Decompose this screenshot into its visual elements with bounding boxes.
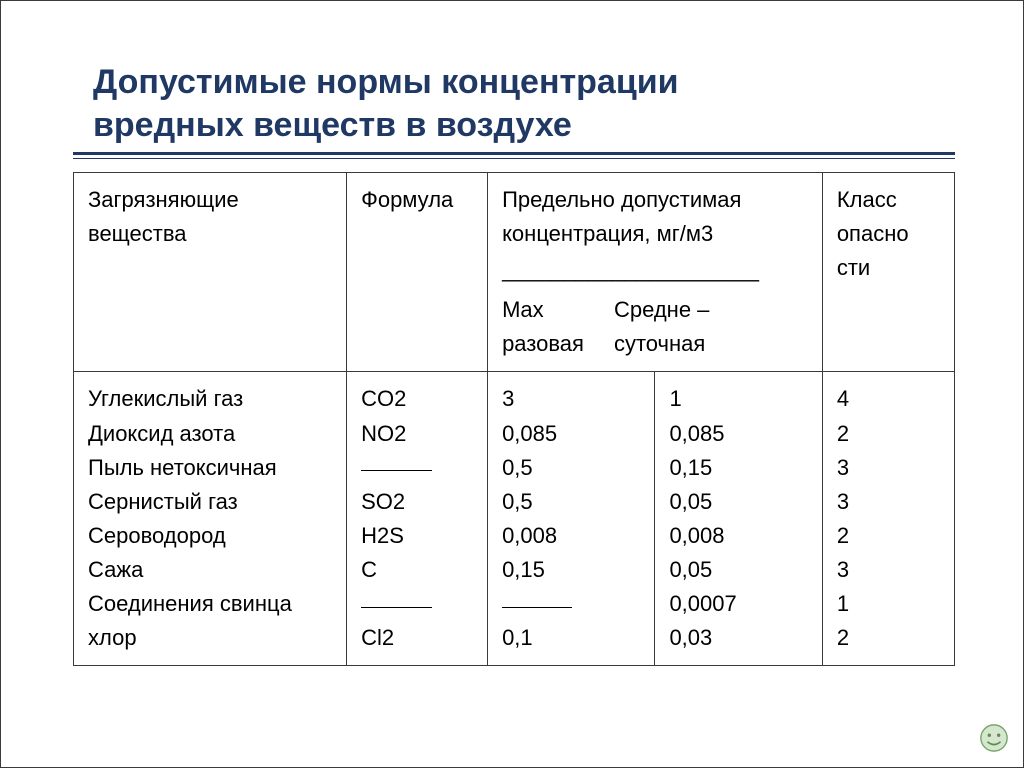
cell-value <box>361 587 475 621</box>
cell-value <box>502 587 642 621</box>
header-conc-max-l1: Max <box>502 293 584 327</box>
cell-value: 4 <box>837 382 942 416</box>
cell-value: Углекислый газ <box>88 382 334 416</box>
header-conc-subcols: Max разовая Средне – суточная <box>502 293 810 361</box>
cell-value: 0,05 <box>669 485 809 519</box>
cell-formulas: CO2NO2 SO2H2SC Cl2 <box>347 372 488 666</box>
header-concentration: Предельно допустимая концентрация, мг/м3… <box>488 173 823 372</box>
cell-value: 1 <box>837 587 942 621</box>
cell-value: Сажа <box>88 553 334 587</box>
cell-value: 3 <box>837 485 942 519</box>
header-conc-underline: _____________________ <box>502 253 810 287</box>
title-line-2: вредных веществ в воздухе <box>93 106 572 144</box>
smiley-face <box>981 725 1007 751</box>
table-head: Загрязняющие вещества Формула Предельно … <box>74 173 955 372</box>
blank-underline <box>502 607 572 608</box>
header-conc-avg-l2: суточная <box>614 327 709 361</box>
cell-value: 0,085 <box>669 417 809 451</box>
title-line-1: Допустимые нормы концентрации <box>93 63 679 101</box>
cell-value: 3 <box>837 451 942 485</box>
data-table: Загрязняющие вещества Формула Предельно … <box>73 172 955 666</box>
header-substance: Загрязняющие вещества <box>74 173 347 372</box>
cell-value: Диоксид азота <box>88 417 334 451</box>
header-formula: Формула <box>347 173 488 372</box>
title-rule-thin <box>73 158 955 159</box>
cell-value: 1 <box>669 382 809 416</box>
cell-value: 0,15 <box>502 553 642 587</box>
cell-value: 0,5 <box>502 485 642 519</box>
blank-underline <box>361 607 431 608</box>
cell-value: C <box>361 553 475 587</box>
header-conc-top: Предельно допустимая концентрация, мг/м3 <box>502 183 810 251</box>
slide-title: Допустимые нормы концентрации вредных ве… <box>93 61 955 146</box>
cell-value: Сероводород <box>88 519 334 553</box>
cell-value: 0,15 <box>669 451 809 485</box>
cell-value: H2S <box>361 519 475 553</box>
cell-value: CO2 <box>361 382 475 416</box>
cell-value: 2 <box>837 519 942 553</box>
cell-value: 0,085 <box>502 417 642 451</box>
cell-value: 0,05 <box>669 553 809 587</box>
title-rule-thick <box>73 152 955 155</box>
blank-underline <box>361 470 431 471</box>
table-header-row: Загрязняющие вещества Формула Предельно … <box>74 173 955 372</box>
cell-value: 3 <box>837 553 942 587</box>
cell-avg: 10,0850,150,050,0080,050,00070,03 <box>655 372 822 666</box>
cell-names: Углекислый газДиоксид азотаПыль нетоксич… <box>74 372 347 666</box>
cell-value <box>361 451 475 485</box>
smiley-eye-left <box>988 734 991 737</box>
cell-hazard: 42332312 <box>822 372 954 666</box>
cell-value: 2 <box>837 621 942 655</box>
cell-value: 0,008 <box>669 519 809 553</box>
table-data-row: Углекислый газДиоксид азотаПыль нетоксич… <box>74 372 955 666</box>
slide: Допустимые нормы концентрации вредных ве… <box>1 1 1023 767</box>
header-conc-avg: Средне – суточная <box>614 293 709 361</box>
cell-max: 30,0850,50,50,0080,150,1 <box>488 372 655 666</box>
cell-value: Соединения свинца <box>88 587 334 621</box>
title-block: Допустимые нормы концентрации вредных ве… <box>73 61 955 146</box>
cell-value: 3 <box>502 382 642 416</box>
header-conc-max-l2: разовая <box>502 327 584 361</box>
cell-value: Сернистый газ <box>88 485 334 519</box>
cell-value: 0,1 <box>502 621 642 655</box>
cell-value: 0,5 <box>502 451 642 485</box>
header-conc-max: Max разовая <box>502 293 584 361</box>
cell-value: хлор <box>88 621 334 655</box>
cell-value: NO2 <box>361 417 475 451</box>
cell-value: 0,008 <box>502 519 642 553</box>
table-body: Углекислый газДиоксид азотаПыль нетоксич… <box>74 372 955 666</box>
cell-value: 2 <box>837 417 942 451</box>
cell-value: 0,03 <box>669 621 809 655</box>
cell-value: 0,0007 <box>669 587 809 621</box>
smiley-icon <box>979 723 1009 753</box>
header-hazard: Класс опасно сти <box>822 173 954 372</box>
cell-value: Пыль нетоксичная <box>88 451 334 485</box>
cell-value: Cl2 <box>361 621 475 655</box>
header-conc-avg-l1: Средне – <box>614 293 709 327</box>
cell-value: SO2 <box>361 485 475 519</box>
smiley-eye-right <box>997 734 1000 737</box>
